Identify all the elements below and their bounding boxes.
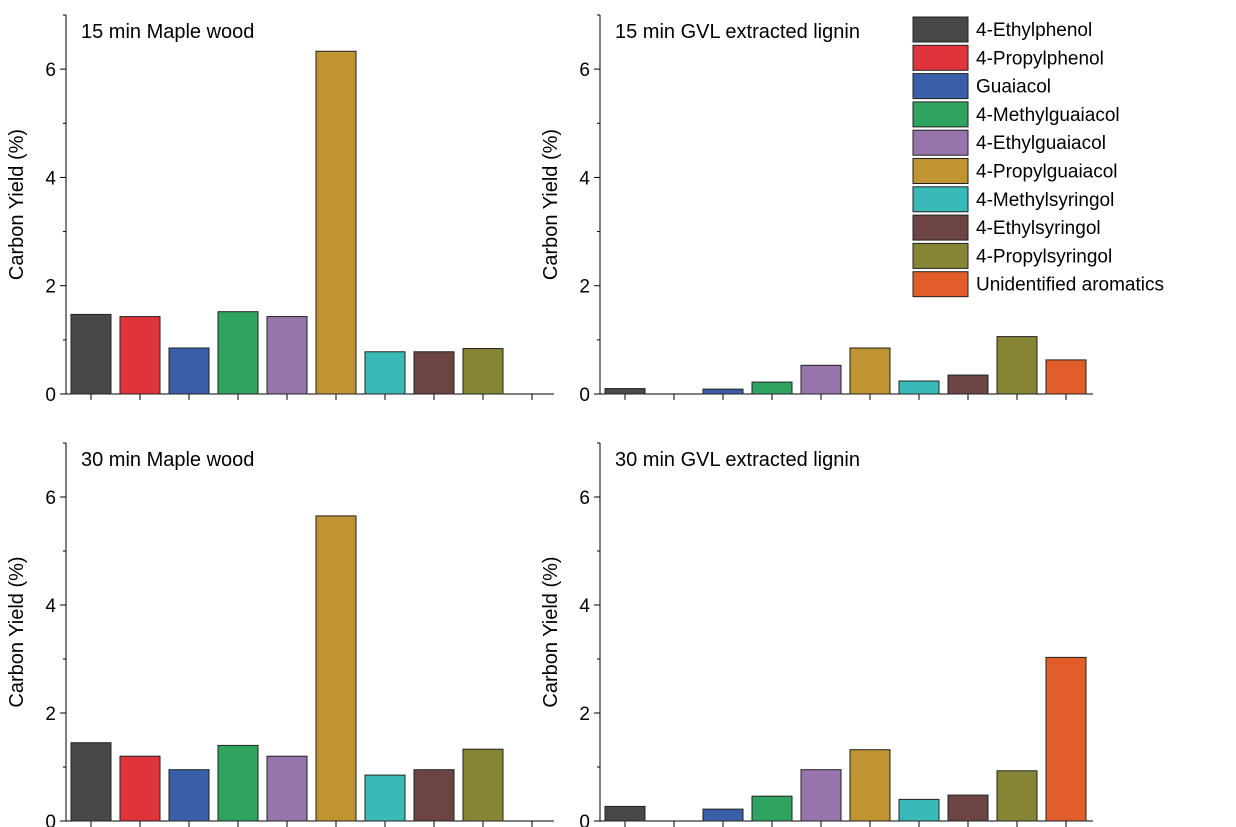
legend-label: Guaiacol — [976, 77, 1051, 98]
y-tick-label: 4 — [45, 596, 56, 617]
chart-panel-3: 0 2 4 6 30 min Maple wood Carbon Yield (%) — [6, 442, 554, 827]
legend-label: 4-Propylphenol — [976, 48, 1104, 69]
legend-swatch — [912, 271, 969, 298]
bar-guaiacol — [702, 388, 744, 395]
bar-4-ethylphenol — [70, 313, 112, 395]
bar-4-propylsyringol — [996, 336, 1038, 395]
panel-title: 15 min Maple wood — [81, 21, 254, 43]
bar-4-propylphenol — [119, 316, 161, 395]
legend: 4-Ethylphenol 4-Propylphenol Guaiacol 4-Met… — [912, 16, 1164, 298]
bar-4-ethylguaiacol — [800, 769, 842, 822]
chart-panel-2: 0 2 4 6 15 min GVL extracted lignin Carbon Yi… — [540, 14, 1093, 406]
y-tick-label: 2 — [579, 704, 590, 725]
panel-title: 30 min Maple wood — [81, 449, 254, 471]
bar-4-methylguaiacol — [751, 795, 793, 822]
legend-swatch — [912, 129, 969, 156]
bar-guaiacol — [168, 347, 210, 395]
y-tick-label: 4 — [579, 596, 590, 617]
bar-4-ethylsyringol — [413, 351, 455, 395]
bar-4-ethylphenol — [70, 742, 112, 822]
panel-title: 15 min GVL extracted lignin — [615, 21, 860, 43]
bar-4-ethylsyringol — [413, 769, 455, 822]
bar-4-propylguaiacol — [849, 749, 891, 822]
bar-4-ethylguaiacol — [266, 316, 308, 395]
y-tick-label: 2 — [579, 277, 590, 298]
y-tick-label: 4 — [579, 168, 590, 189]
bar-4-propylguaiacol — [849, 347, 891, 395]
legend-label: 4-Methylguaiacol — [976, 105, 1120, 126]
chart-panel-4: 0 2 4 6 30 min GVL extracted lignin Carbon Yi… — [540, 442, 1093, 827]
legend-swatch — [912, 186, 969, 213]
legend-label: 4-Ethylguaiacol — [976, 133, 1106, 154]
bar-4-methylsyringol — [364, 351, 406, 395]
legend-swatch — [912, 44, 969, 71]
y-axis-label: Carbon Yield (%) — [6, 129, 28, 280]
bar-4-ethylguaiacol — [266, 755, 308, 822]
bar-guaiacol — [702, 808, 744, 822]
bar-4-methylsyringol — [898, 380, 940, 395]
legend-swatch — [912, 73, 969, 100]
y-tick-label: 0 — [579, 812, 590, 827]
y-tick-label: 2 — [45, 704, 56, 725]
y-tick-label: 6 — [579, 488, 590, 509]
legend-swatch — [912, 101, 969, 128]
y-tick-label: 0 — [579, 385, 590, 406]
bar-4-ethylguaiacol — [800, 364, 842, 395]
bar-4-ethylphenol — [604, 805, 646, 822]
y-axis-label: Carbon Yield (%) — [540, 129, 562, 280]
y-tick-label: 2 — [45, 277, 56, 298]
bar-4-methylguaiacol — [217, 744, 259, 822]
legend-label: 4-Methylsyringol — [976, 190, 1114, 211]
legend-swatch — [912, 214, 969, 241]
bar-4-propylphenol — [119, 755, 161, 822]
bar-4-propylguaiacol — [315, 50, 357, 395]
y-tick-label: 0 — [45, 385, 56, 406]
bar-guaiacol — [168, 769, 210, 822]
bar-unidentified-aromatics — [1045, 359, 1087, 395]
bar-4-ethylsyringol — [947, 374, 989, 395]
legend-label: 4-Propylguaiacol — [976, 162, 1118, 183]
legend-swatch — [912, 158, 969, 184]
legend-label: 4-Ethylphenol — [976, 20, 1092, 41]
y-tick-label: 0 — [45, 812, 56, 827]
bar-4-methylsyringol — [898, 798, 940, 822]
y-tick-label: 4 — [45, 168, 56, 189]
bar-4-propylsyringol — [462, 748, 504, 822]
y-tick-label: 6 — [579, 60, 590, 81]
bar-4-propylsyringol — [462, 348, 504, 395]
y-axis-label: Carbon Yield (%) — [6, 556, 28, 707]
legend-label: 4-Propylsyringol — [976, 246, 1112, 267]
legend-label: Unidentified aromatics — [976, 275, 1164, 296]
bar-4-ethylsyringol — [947, 794, 989, 822]
bar-unidentified-aromatics — [1045, 656, 1087, 822]
y-tick-label: 6 — [45, 60, 56, 81]
legend-label: 4-Ethylsyringol — [976, 218, 1101, 239]
y-axis-label: Carbon Yield (%) — [540, 556, 562, 707]
legend-swatch — [912, 16, 969, 43]
bar-4-propylsyringol — [996, 770, 1038, 822]
chart-panel-1: 0 2 4 6 15 min Maple wood Carbon Yield (%) — [6, 14, 554, 406]
bar-4-propylguaiacol — [315, 515, 357, 822]
y-tick-label: 6 — [45, 488, 56, 509]
bar-4-ethylphenol — [604, 388, 646, 395]
bar-4-methylsyringol — [364, 774, 406, 822]
legend-swatch — [912, 242, 969, 269]
panel-title: 30 min GVL extracted lignin — [615, 449, 860, 471]
bar-4-methylguaiacol — [217, 311, 259, 395]
bar-4-methylguaiacol — [751, 381, 793, 395]
